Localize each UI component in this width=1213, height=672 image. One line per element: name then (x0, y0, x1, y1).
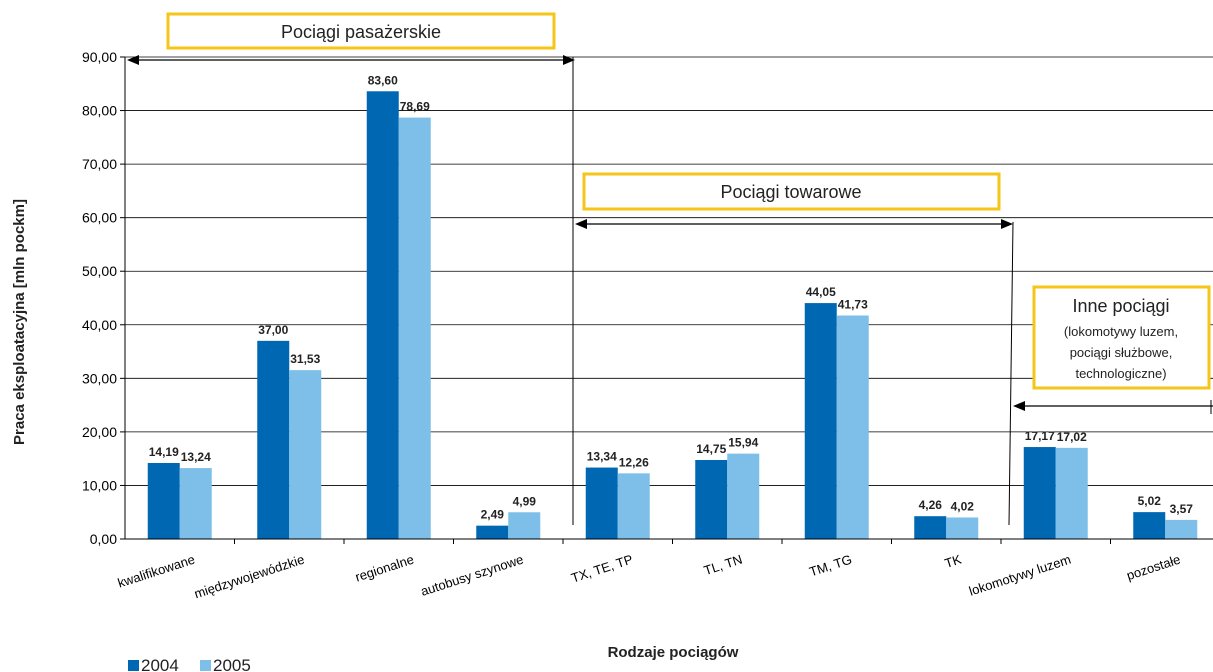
data-label-2004: 17,17 (1025, 429, 1055, 443)
bar-2005 (617, 473, 650, 539)
data-label-2005: 13,24 (181, 450, 211, 464)
category-label: pozostałe (1125, 552, 1183, 583)
category-label: TL, TN (702, 552, 744, 578)
annotation-towarowe-box (582, 172, 1001, 211)
y-tick-label: 70,00 (82, 156, 117, 172)
data-label-2005: 31,53 (290, 352, 320, 366)
towarowe-arrow-left (575, 219, 587, 229)
bar-2004 (1133, 512, 1166, 539)
legend: 2004 2005 (128, 656, 251, 672)
bar-2004 (366, 91, 399, 539)
data-label-2005: 78,69 (400, 100, 430, 114)
y-tick-label: 20,00 (82, 424, 117, 440)
annotation-towarowe-title: Pociągi towarowe (720, 182, 861, 202)
bar-2005 (1055, 447, 1088, 539)
bar-2004 (914, 516, 947, 539)
annotation-pasazerskie-box (166, 12, 556, 50)
bar-2004 (585, 467, 618, 539)
bar-2004 (257, 340, 290, 539)
bar-2005 (727, 453, 760, 539)
y-tick-label: 40,00 (82, 317, 117, 333)
bars (147, 91, 1198, 539)
data-label-2005: 4,99 (513, 494, 537, 508)
bar-2005 (836, 315, 869, 539)
data-label-2004: 14,75 (696, 442, 726, 456)
data-label-2005: 4,02 (951, 499, 975, 513)
annotation-inne-box (1032, 285, 1211, 390)
pasazerskie-arrow-left (127, 55, 139, 65)
bar-2004 (804, 303, 837, 539)
bar-2005 (179, 468, 212, 539)
legend-swatch-2004 (128, 660, 139, 671)
bar-2005 (946, 517, 979, 539)
annotation-inne-line-1: (lokomotywy luzem, (1064, 324, 1178, 339)
annotation-pasazerskie: Pociągi pasażerskie (166, 12, 556, 50)
data-label-2004: 5,02 (1138, 494, 1162, 508)
data-label-2004: 37,00 (258, 323, 288, 337)
category-label: lokomotywy luzem (967, 552, 1073, 599)
bar-2004 (1023, 447, 1056, 539)
data-label-2005: 3,57 (1170, 502, 1194, 516)
towarowe-divider (1008, 221, 1014, 526)
data-label-2004: 4,26 (919, 498, 943, 512)
category-label: kwalifikowane (116, 552, 197, 591)
category-label: międzywojewódzkie (192, 552, 306, 602)
y-tick-label: 0,00 (90, 531, 117, 547)
annotation-inne-line-3: technologiczne) (1075, 366, 1166, 381)
data-label-2004: 44,05 (806, 285, 836, 299)
category-label: regionalne (353, 552, 415, 585)
y-tick-label: 60,00 (82, 210, 117, 226)
legend-swatch-2005 (200, 660, 211, 671)
towarowe-arrow-right (1001, 219, 1013, 229)
bar-2004 (476, 525, 509, 539)
y-axis-title: Praca eksploatacyjna [mln pockm] (11, 199, 28, 445)
bar-2004 (147, 463, 180, 539)
annotation-inne-line-2: pociągi służbowe, (1070, 345, 1173, 360)
bar-2005 (398, 117, 431, 539)
data-label-2005: 15,94 (728, 436, 758, 450)
data-label-2005: 12,26 (619, 455, 649, 469)
category-label: TM, TG (807, 552, 853, 580)
category-label: TK (943, 551, 964, 571)
data-label-2004: 83,60 (368, 73, 398, 87)
bar-2004 (695, 460, 728, 539)
y-tick-label: 50,00 (82, 263, 117, 279)
annotation-brackets (127, 55, 1213, 526)
y-tick-label: 10,00 (82, 477, 117, 493)
legend-label-2005: 2005 (213, 656, 251, 672)
y-tick-label: 90,00 (82, 49, 117, 65)
pasazerskie-arrow-right (563, 55, 575, 65)
bar-2005 (289, 370, 322, 539)
data-label-2004: 13,34 (587, 450, 617, 464)
category-label: TX, TE, TP (569, 552, 634, 586)
y-axis-ticks: 0,00 10,00 20,00 30,00 40,00 50,00 60,00 70,00 8… (82, 49, 125, 547)
x-axis-title: Rodzaje pociągów (608, 644, 739, 661)
category-label: autobusy szynowe (419, 552, 525, 599)
annotation-towarowe: Pociągi towarowe (582, 172, 1001, 211)
bar-2005 (1165, 519, 1198, 539)
data-label-2005: 17,02 (1057, 430, 1087, 444)
axes (124, 57, 1213, 540)
y-tick-label: 30,00 (82, 370, 117, 386)
annotation-inne-title: Inne pociągi (1072, 296, 1169, 316)
data-label-2004: 2,49 (481, 508, 505, 522)
bar-2005 (508, 512, 541, 539)
data-label-2004: 14,19 (149, 445, 179, 459)
legend-label-2004: 2004 (141, 656, 179, 672)
data-label-2005: 41,73 (838, 298, 868, 312)
inne-arrow-left (1013, 401, 1025, 411)
y-tick-label: 80,00 (82, 103, 117, 119)
annotation-pasazerskie-title: Pociągi pasażerskie (281, 22, 441, 42)
annotation-inne: Inne pociągi (lokomotywy luzem, pociągi … (1032, 285, 1211, 390)
